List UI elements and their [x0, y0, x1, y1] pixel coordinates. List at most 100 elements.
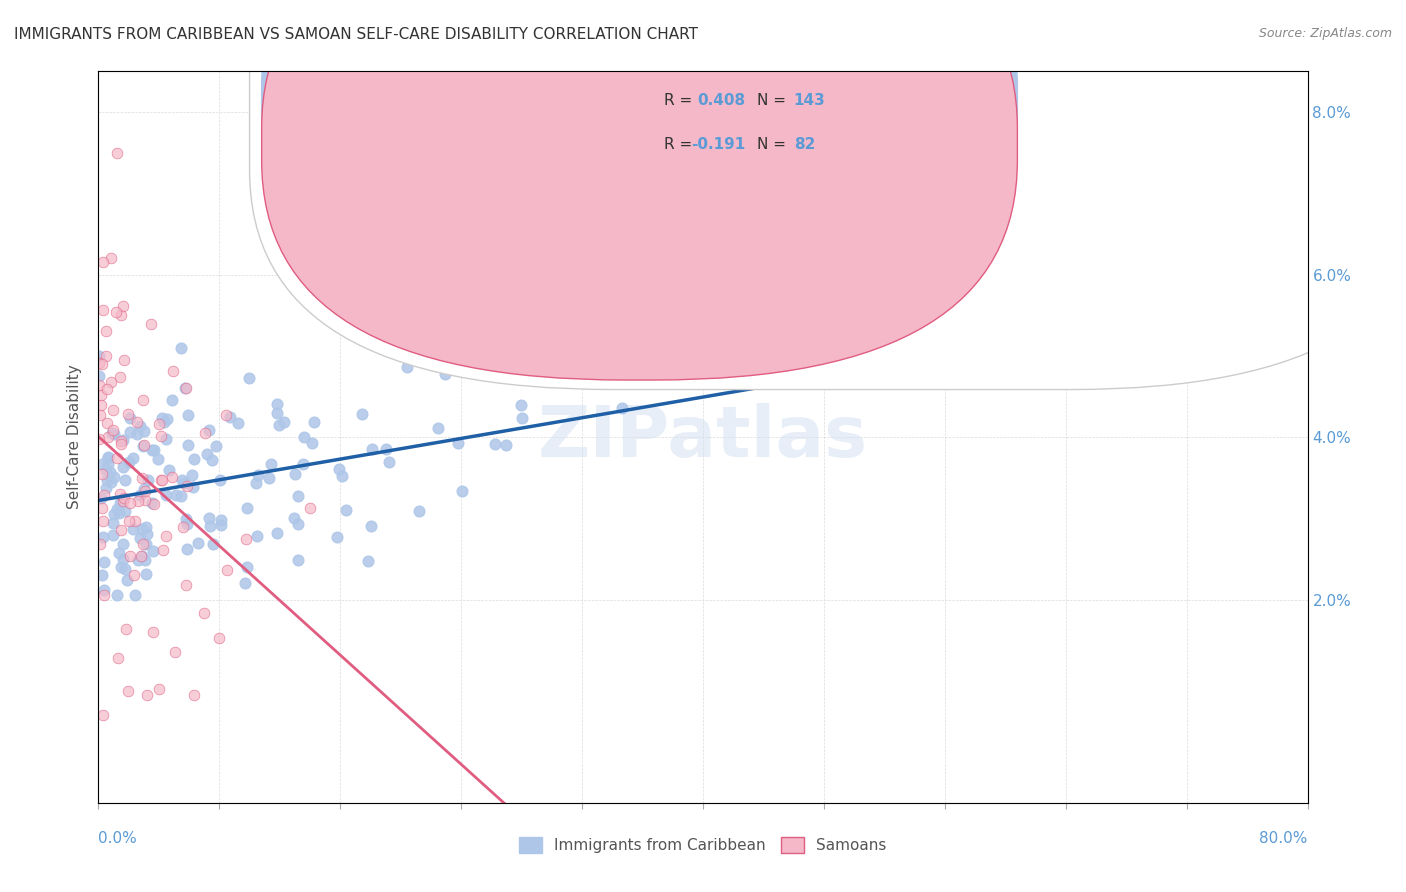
Point [120, 549, 142, 563]
Point [105, 502, 128, 516]
Point [112, 299, 135, 313]
Point [484, 437, 506, 451]
Text: ZIPatlas: ZIPatlas [538, 402, 868, 472]
Point [118, 425, 141, 439]
Point [150, 428, 173, 442]
Point [209, 513, 232, 527]
Text: 82: 82 [793, 137, 815, 152]
Point [301, 435, 323, 450]
Point [90, 467, 112, 481]
Point [238, 371, 260, 385]
Point [93, 488, 115, 502]
Point [110, 437, 132, 451]
Text: 0.0%: 0.0% [98, 831, 138, 847]
Point [287, 489, 309, 503]
Point [170, 473, 193, 487]
Point [326, 530, 349, 544]
Point [118, 411, 141, 425]
Point [93, 555, 115, 569]
Point [426, 420, 449, 434]
Point [330, 469, 353, 483]
Point [155, 432, 177, 446]
Point [134, 438, 156, 452]
Point [197, 423, 219, 437]
Point [163, 645, 186, 659]
Point [90, 357, 112, 371]
Point [89, 432, 111, 446]
Point [146, 451, 169, 466]
Point [360, 519, 382, 533]
Point [111, 551, 134, 566]
Point [198, 519, 221, 533]
Point [132, 392, 155, 407]
Point [218, 409, 240, 424]
Point [519, 310, 541, 325]
Point [142, 544, 165, 558]
Point [128, 488, 150, 502]
Point [135, 520, 157, 534]
Point [375, 442, 398, 456]
Point [141, 496, 163, 510]
Point [447, 435, 470, 450]
Point [110, 434, 132, 448]
Point [89, 369, 111, 384]
Point [215, 408, 238, 422]
Point [257, 470, 280, 484]
Point [183, 452, 205, 467]
Text: 0.408: 0.408 [697, 93, 745, 108]
Point [129, 531, 152, 545]
Point [176, 516, 198, 531]
Point [260, 457, 283, 471]
Point [91, 514, 114, 528]
Point [127, 493, 149, 508]
Point [89, 408, 111, 422]
Point [187, 535, 209, 549]
Point [174, 512, 197, 526]
Point [152, 415, 174, 429]
Text: -0.191: -0.191 [690, 137, 745, 152]
Point [100, 475, 122, 490]
Point [266, 526, 288, 541]
Point [142, 497, 165, 511]
Point [612, 401, 634, 416]
Point [124, 588, 146, 602]
Point [181, 467, 204, 482]
Point [193, 606, 215, 620]
Point [155, 488, 177, 502]
Point [148, 417, 170, 431]
Point [267, 418, 290, 433]
Point [103, 426, 125, 441]
Point [87, 349, 110, 363]
Point [112, 434, 135, 448]
Point [108, 487, 131, 501]
Point [136, 526, 159, 541]
Point [273, 416, 295, 430]
Point [408, 504, 430, 518]
Point [284, 467, 307, 481]
Point [217, 563, 239, 577]
Point [195, 447, 218, 461]
Point [209, 518, 232, 533]
Point [90, 567, 112, 582]
Point [246, 467, 269, 482]
Point [132, 424, 155, 438]
Text: 143: 143 [793, 93, 825, 108]
Point [103, 507, 125, 521]
Point [114, 562, 136, 576]
Point [94, 481, 117, 495]
Point [245, 475, 267, 490]
Point [108, 506, 131, 520]
Point [107, 651, 129, 665]
Point [304, 415, 326, 429]
Point [108, 496, 131, 510]
Point [96, 463, 118, 477]
Point [111, 494, 134, 508]
Point [176, 381, 198, 395]
Point [361, 442, 384, 456]
Point [150, 410, 173, 425]
Point [91, 530, 114, 544]
Point [127, 553, 149, 567]
Point [122, 522, 145, 536]
Point [90, 501, 112, 516]
Point [142, 443, 165, 458]
